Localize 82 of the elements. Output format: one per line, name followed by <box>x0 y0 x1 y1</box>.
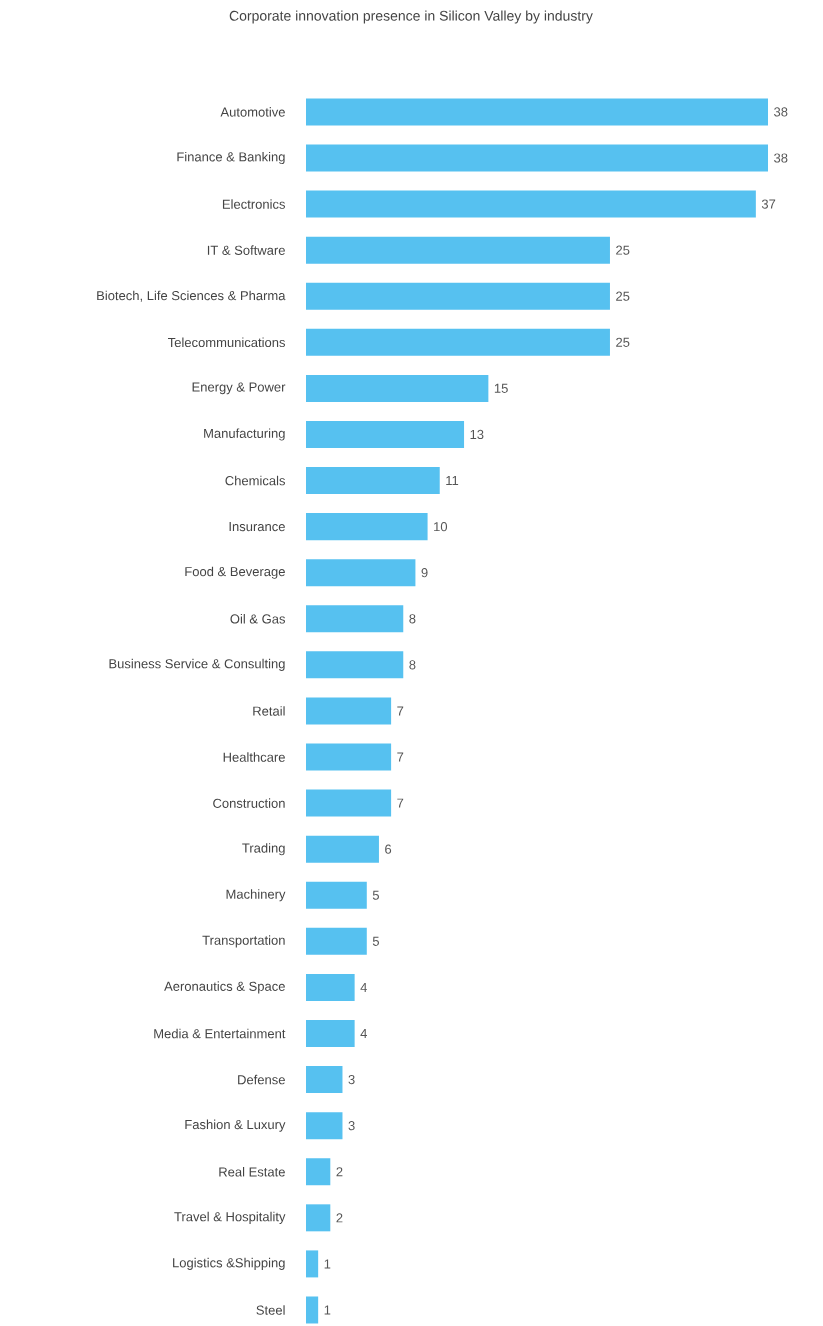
y-tick-label: Oil & Gas <box>230 614 285 624</box>
bar <box>306 743 392 771</box>
y-tick-label: Finance & Banking <box>177 151 285 165</box>
y-tick-label: Defense <box>238 1074 285 1085</box>
bar <box>306 328 610 356</box>
y-tick-label: Business Service & Consulting <box>109 658 285 671</box>
data-label: 1 <box>324 1305 331 1315</box>
chart-title: Corporate innovation presence in Silicon Valley by industry <box>229 10 593 24</box>
data-label: 5 <box>372 936 379 946</box>
y-tick-label: Food & Beverage <box>185 566 285 579</box>
bar <box>306 374 489 402</box>
data-label: 38 <box>774 153 788 163</box>
bar <box>306 927 367 955</box>
bar <box>306 559 416 587</box>
bar <box>306 190 756 218</box>
data-label: 2 <box>336 1167 343 1177</box>
data-label: 11 <box>446 476 459 486</box>
data-label: 25 <box>616 291 630 301</box>
data-label: 25 <box>616 245 630 255</box>
bar <box>306 605 404 633</box>
y-tick-label: Manufacturing <box>204 428 285 441</box>
bar <box>306 697 392 725</box>
y-tick-label: Healthcare <box>223 752 285 762</box>
data-label: 3 <box>348 1074 355 1085</box>
y-tick-label: Fashion & Luxury <box>185 1119 286 1132</box>
data-label: 38 <box>774 107 788 117</box>
bar <box>306 513 428 541</box>
data-label: 9 <box>421 568 428 578</box>
data-label: 2 <box>336 1213 343 1223</box>
data-label: 6 <box>385 844 392 854</box>
bar <box>306 1020 355 1048</box>
y-tick-label: Chemicals <box>225 475 285 486</box>
bar <box>306 236 610 264</box>
y-tick-label: Biotech, Life Sciences & Pharma <box>97 290 286 302</box>
data-label: 4 <box>360 982 367 992</box>
bar <box>306 1204 331 1232</box>
y-tick-label: Machinery <box>226 889 286 902</box>
y-tick-label: Aeronautics & Space <box>164 981 285 994</box>
bar <box>306 973 355 1001</box>
bar <box>306 1112 343 1140</box>
y-tick-label: IT & Software <box>207 245 285 255</box>
data-label: 8 <box>409 614 416 624</box>
data-label: 10 <box>434 522 448 532</box>
y-tick-label: Retail <box>253 706 285 716</box>
data-label: 25 <box>616 337 630 347</box>
data-label: 13 <box>470 429 484 440</box>
y-tick-label: Electronics <box>222 199 285 209</box>
y-tick-label: Telecommunications <box>168 337 285 348</box>
bar <box>306 651 404 679</box>
bar <box>306 881 367 909</box>
y-tick-label: Trading <box>242 843 285 856</box>
bar <box>306 98 769 126</box>
y-tick-label: Logistics &Shipping <box>173 1257 285 1270</box>
bar <box>306 282 610 310</box>
data-label: 8 <box>409 660 416 670</box>
y-tick-label: Steel <box>256 1305 285 1315</box>
data-label: 7 <box>397 752 404 762</box>
y-tick-label: Insurance <box>229 522 285 532</box>
data-label: 15 <box>494 383 508 393</box>
bar <box>306 1296 319 1324</box>
y-tick-label: Automotive <box>220 107 285 117</box>
data-label: 3 <box>348 1121 355 1131</box>
data-label: 4 <box>360 1029 367 1038</box>
y-tick-label: Energy & Power <box>192 382 286 395</box>
data-label: 5 <box>372 890 379 900</box>
bar <box>306 1250 319 1278</box>
y-tick-label: Transportation <box>202 935 285 948</box>
bar <box>306 1066 343 1094</box>
data-label: 7 <box>397 706 404 716</box>
bar <box>306 789 392 817</box>
bar <box>306 144 769 172</box>
y-tick-label: Construction <box>213 798 285 808</box>
y-tick-label: Travel & Hospitality <box>174 1211 286 1224</box>
bar <box>306 1158 331 1186</box>
y-tick-label: Real Estate <box>219 1166 285 1177</box>
data-label: 1 <box>324 1259 331 1269</box>
y-tick-label: Media & Entertainment <box>154 1028 286 1039</box>
bar <box>306 420 465 448</box>
bar <box>306 467 440 495</box>
data-label: 37 <box>761 199 776 209</box>
bar <box>306 835 379 863</box>
data-label: 7 <box>397 798 404 808</box>
